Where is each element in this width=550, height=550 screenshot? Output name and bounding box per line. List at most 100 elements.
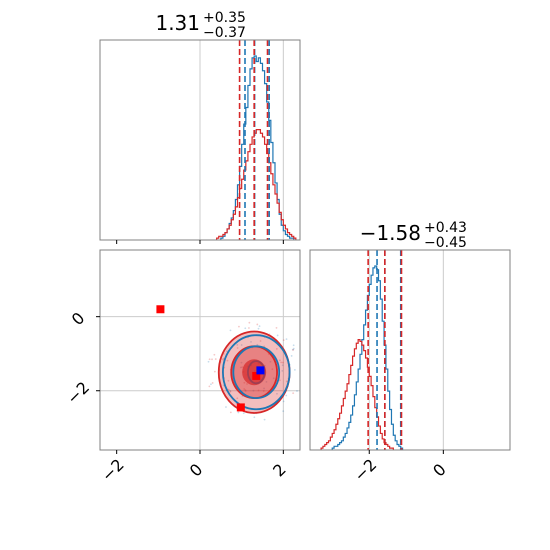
param2-plus: +0.43 bbox=[424, 220, 467, 236]
joint-sample-point bbox=[222, 358, 224, 361]
joint-sample-point bbox=[272, 377, 275, 380]
joint-sample-point bbox=[248, 327, 250, 329]
joint-sample-point bbox=[237, 411, 240, 414]
joint-blue-marker bbox=[256, 366, 265, 375]
joint-sample-point bbox=[227, 379, 230, 382]
joint-sample-point bbox=[265, 380, 268, 383]
param2-xtick-label: 0 bbox=[429, 460, 450, 481]
joint-sample-point bbox=[211, 358, 213, 361]
joint-sample-point bbox=[276, 334, 279, 337]
joint-sample-point bbox=[293, 368, 296, 371]
joint-sample-point bbox=[244, 389, 247, 391]
param2-red-histogram bbox=[320, 339, 394, 450]
joint-sample-point bbox=[211, 382, 214, 384]
joint-sample-point bbox=[250, 340, 252, 343]
joint-blue-contour bbox=[232, 345, 281, 400]
joint-red-marker bbox=[252, 371, 261, 380]
joint-sample-point bbox=[208, 385, 211, 388]
joint-sample-point bbox=[259, 340, 262, 342]
joint-sample-point bbox=[244, 390, 247, 392]
param1-minus: −0.37 bbox=[203, 25, 246, 41]
joint-xtick-label: 0 bbox=[186, 460, 207, 481]
joint-sample-point bbox=[269, 360, 272, 363]
joint-sample-point bbox=[278, 359, 281, 362]
param2-xtick-label: −2 bbox=[350, 455, 380, 485]
joint-ytick-label: 0 bbox=[68, 308, 89, 329]
joint-red-marker bbox=[156, 305, 165, 314]
joint-sample-point bbox=[207, 360, 210, 363]
joint-sample-point bbox=[278, 379, 281, 382]
joint-sample-point bbox=[229, 411, 232, 414]
joint-blue-contour bbox=[222, 334, 291, 411]
param1-blue-histogram bbox=[220, 55, 295, 240]
joint-sample-point bbox=[256, 323, 259, 326]
joint-sample-point bbox=[292, 347, 295, 350]
param1-title: 1.31 bbox=[155, 11, 200, 35]
joint-sample-point bbox=[242, 412, 245, 415]
joint-sample-point bbox=[276, 392, 278, 395]
joint-sample-point bbox=[208, 358, 211, 361]
joint-sample-point bbox=[256, 343, 259, 346]
joint-sample-point bbox=[243, 381, 246, 384]
joint-sample-point bbox=[285, 380, 288, 383]
joint-sample-point bbox=[239, 366, 242, 369]
joint-sample-point bbox=[262, 390, 265, 392]
joint-sample-point bbox=[210, 383, 212, 386]
joint-sample-point bbox=[280, 361, 283, 364]
joint-sample-point bbox=[292, 349, 294, 351]
joint-sample-point bbox=[229, 329, 232, 332]
joint-sample-point bbox=[290, 355, 293, 357]
joint-sample-point bbox=[282, 410, 285, 413]
joint-sample-point bbox=[282, 400, 285, 403]
joint-2d-panel: −2 0 2 −2 0 bbox=[63, 249, 301, 485]
joint-sample-point bbox=[229, 390, 232, 393]
param1-red-histogram bbox=[216, 129, 297, 240]
param1-histogram-panel bbox=[99, 39, 301, 244]
joint-sample-point bbox=[240, 344, 243, 346]
joint-xtick-label: −2 bbox=[98, 455, 128, 485]
joint-sample-point bbox=[281, 364, 284, 367]
joint-sample-point bbox=[263, 418, 266, 421]
joint-sample-point bbox=[285, 338, 288, 341]
joint-sample-point bbox=[296, 390, 298, 392]
joint-sample-point bbox=[282, 361, 284, 364]
joint-sample-point bbox=[225, 406, 227, 408]
joint-sample-point bbox=[213, 353, 216, 356]
param2-title: −1.58 bbox=[360, 221, 421, 245]
joint-sample-point bbox=[275, 326, 278, 329]
joint-sample-point bbox=[236, 344, 239, 346]
joint-xtick-label: 2 bbox=[269, 460, 290, 481]
joint-sample-point bbox=[229, 390, 232, 392]
joint-sample-point bbox=[214, 358, 217, 360]
joint-sample-point bbox=[226, 359, 229, 362]
joint-sample-point bbox=[257, 327, 260, 330]
joint-sample-point bbox=[238, 325, 240, 328]
joint-sample-point bbox=[213, 370, 216, 373]
param2-histogram-panel: −2 0 bbox=[309, 249, 511, 485]
joint-ytick-label: −2 bbox=[63, 378, 93, 408]
joint-sample-point bbox=[227, 388, 230, 391]
joint-sample-point bbox=[244, 327, 247, 330]
joint-sample-point bbox=[292, 344, 295, 347]
joint-sample-point bbox=[248, 321, 251, 324]
joint-sample-point bbox=[291, 348, 294, 351]
joint-sample-point bbox=[275, 347, 278, 350]
joint-sample-point bbox=[271, 368, 274, 371]
param1-plus: +0.35 bbox=[203, 10, 246, 26]
joint-sample-point bbox=[243, 388, 246, 390]
joint-sample-point bbox=[225, 350, 228, 353]
joint-sample-point bbox=[236, 347, 239, 349]
joint-sample-point bbox=[241, 366, 244, 368]
param2-minus: −0.45 bbox=[424, 235, 467, 251]
joint-sample-point bbox=[252, 389, 255, 392]
joint-sample-point bbox=[257, 389, 260, 392]
joint-sample-point bbox=[258, 325, 261, 328]
param2-median: −1.58 bbox=[360, 221, 421, 245]
param1-median: 1.31 bbox=[155, 11, 200, 35]
joint-sample-point bbox=[253, 416, 256, 419]
joint-sample-point bbox=[282, 339, 285, 342]
joint-sample-point bbox=[263, 387, 265, 390]
joint-sample-point bbox=[281, 369, 284, 372]
joint-sample-point bbox=[236, 397, 239, 400]
